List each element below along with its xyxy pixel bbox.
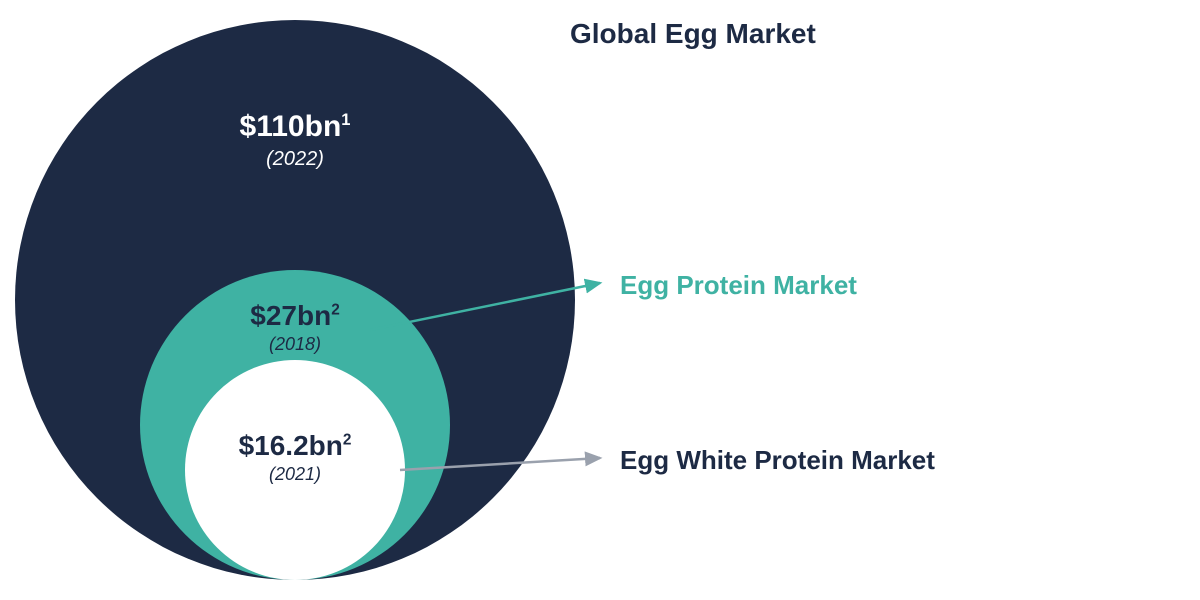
year-egg-protein-market: (2018) (140, 334, 450, 355)
value-egg-protein-market: $27bn2 (140, 300, 450, 332)
label-egg-white-protein-market: Egg White Protein Market (620, 445, 935, 476)
circle-egg-white-protein-market: $16.2bn2 (2021) (185, 360, 405, 580)
value-egg-white-protein-market: $16.2bn2 (185, 430, 405, 462)
value-global-egg-market: $110bn1 (15, 110, 575, 144)
year-egg-white-protein-market: (2021) (185, 464, 405, 485)
year-global-egg-market: (2022) (15, 148, 575, 171)
infographic-stage: $110bn1 (2022) $27bn2 (2018) $16.2bn2 (2… (0, 0, 1200, 600)
chart-title: Global Egg Market (570, 18, 816, 50)
label-egg-protein-market: Egg Protein Market (620, 270, 857, 301)
